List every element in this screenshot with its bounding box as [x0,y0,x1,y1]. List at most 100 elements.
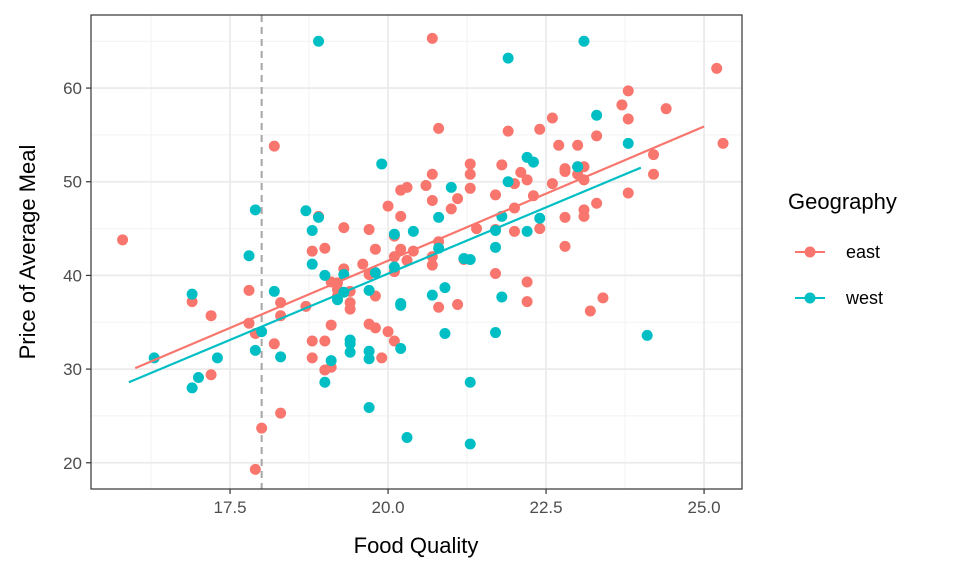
data-point-east [344,303,356,315]
legend-item-west: west [795,288,883,308]
data-point-east [256,422,268,434]
data-point-east [249,463,261,475]
data-point-east [376,352,388,364]
data-point-east [471,223,483,235]
data-point-west [313,35,325,47]
data-point-east [508,225,520,237]
data-point-west [578,35,590,47]
data-point-west [464,376,476,388]
data-point-east [515,166,527,178]
data-point-west [319,376,331,388]
data-point-west [363,402,375,414]
data-point-west [426,289,438,301]
data-point-east [490,268,502,280]
data-point-west [268,285,280,297]
data-point-west [534,212,546,224]
data-point-east [338,222,350,234]
data-point-east [496,159,508,171]
x-axis: 17.5 20.0 22.5 25.0 [214,489,721,517]
y-tick-label: 20 [63,454,82,473]
data-point-west [249,204,261,216]
data-point-east [648,149,660,161]
data-point-west [325,355,337,367]
data-point-east [268,140,280,152]
data-point-west [300,205,312,217]
legend-item-east: east [795,242,880,262]
panel-border [90,14,743,490]
data-point-east [426,259,438,271]
data-point-west [344,346,356,358]
data-point-west [502,176,514,188]
x-tick-label: 17.5 [214,498,247,517]
data-point-east [401,181,413,193]
trend-line-east [134,125,705,370]
legend-key-point-east [804,246,816,258]
y-tick-label: 40 [63,266,82,285]
data-point-east [521,296,533,308]
data-point-east [464,168,476,180]
data-point-east [464,182,476,194]
data-point-west [502,52,514,64]
data-point-west [376,158,388,170]
data-point-east [395,243,407,255]
data-point-west [363,353,375,365]
data-point-east [584,305,596,317]
data-point-west [344,338,356,350]
data-point-east [401,254,413,266]
data-point-east [388,335,400,347]
data-point-east [660,103,672,115]
data-point-east [382,326,394,338]
data-point-east [546,112,558,124]
data-point-west [395,342,407,354]
data-point-west [490,327,502,339]
data-point-east [243,284,255,296]
data-point-west [275,351,287,363]
legend-label-east: east [846,242,880,262]
data-point-east [268,338,280,350]
x-tick-label: 22.5 [530,498,563,517]
data-point-east [521,174,533,186]
data-point-east [426,32,438,44]
data-point-east [306,335,318,347]
data-point-east [717,137,729,149]
data-point-east [490,189,502,201]
data-point-west [186,288,198,300]
data-point-west [369,267,381,279]
data-point-east [464,158,476,170]
data-point-west [445,181,457,193]
data-point-west [439,327,451,339]
data-point-east [559,211,571,223]
data-point-east [420,179,432,191]
data-point-west [572,161,584,173]
y-tick-label: 30 [63,360,82,379]
data-point-east [502,125,514,137]
data-point-east [369,243,381,255]
data-point-west [306,224,318,236]
data-point-west [192,372,204,384]
data-point-east [325,319,337,331]
data-point-east [306,245,318,257]
data-point-west [521,225,533,237]
data-point-east [205,310,217,322]
y-tick-label: 60 [63,79,82,98]
data-point-east [559,240,571,252]
data-point-west [622,137,634,149]
data-point-east [534,223,546,235]
x-axis-title: Food Quality [354,533,479,558]
data-point-east [426,168,438,180]
data-point-east [426,194,438,206]
data-point-west [388,228,400,240]
data-point-west [186,382,198,394]
data-point-east [597,292,609,304]
data-point-east [205,369,217,381]
data-point-west [433,211,445,223]
data-point-east [521,276,533,288]
legend-title: Geography [788,189,897,214]
data-point-east [553,139,565,151]
data-point-east [452,193,464,205]
data-point-west [395,299,407,311]
y-tick-label: 50 [63,173,82,192]
data-point-east [616,99,628,111]
data-point-west [243,250,255,262]
